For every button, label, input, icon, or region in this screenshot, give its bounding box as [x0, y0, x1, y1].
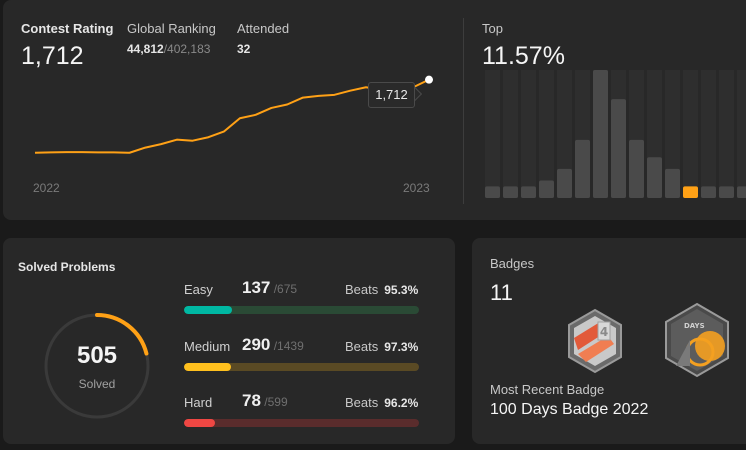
top-bar[interactable]	[629, 139, 644, 198]
rating-chart[interactable]	[3, 0, 746, 220]
global-ranking-value: 44,812/402,183	[127, 42, 211, 56]
medium-count: 290 /1439	[242, 335, 304, 354]
top-bar-bg	[665, 70, 680, 198]
easy-progress-fill	[184, 306, 232, 314]
days-badge-icon[interactable]: DAYS	[662, 302, 732, 378]
medium-beats: Beats 97.3%	[345, 339, 419, 354]
top-bar[interactable]	[575, 139, 590, 198]
easy-progress-bar	[184, 306, 419, 314]
top-bar-bg	[737, 70, 746, 198]
rating-point-current[interactable]	[425, 75, 433, 84]
easy-count: 137 /675	[242, 278, 298, 297]
medium-progress-fill	[184, 363, 232, 371]
top-bar[interactable]	[521, 186, 536, 198]
top-bar-bg	[683, 70, 698, 198]
x-tick-start: 2022	[33, 181, 60, 195]
solved-count-label: Solved	[78, 377, 116, 391]
hard-beats: Beats 96.2%	[345, 395, 419, 410]
top-bar[interactable]	[503, 186, 518, 198]
top-bar[interactable]	[485, 186, 500, 198]
top-bar-bg	[485, 70, 500, 198]
attended-value: 32	[237, 42, 251, 56]
top-bar-bg	[701, 70, 716, 198]
global-ranking-label: Global Ranking	[127, 21, 216, 36]
top-bar[interactable]	[557, 168, 572, 198]
top-bar[interactable]	[539, 180, 554, 198]
top-bar[interactable]	[737, 186, 746, 198]
top-bar-bg	[557, 70, 572, 198]
solved-progress-ring	[44, 313, 150, 419]
annual-badge-icon[interactable]: 4	[566, 308, 624, 374]
top-bar[interactable]	[593, 70, 608, 198]
recent-badge-name[interactable]: 100 Days Badge 2022	[490, 401, 649, 418]
top-bar-current[interactable]	[683, 186, 698, 198]
solved-problems-card: Solved Problems 505 Solved Easy 137 /675 B…	[3, 238, 455, 444]
top-value: 11.57%	[482, 42, 565, 70]
attended-label: Attended	[237, 21, 290, 36]
easy-beats: Beats 95.3%	[345, 282, 419, 297]
contest-rating-value: 1,712	[21, 42, 84, 70]
rating-tooltip: 1,712	[368, 82, 415, 108]
rating-line	[34, 78, 430, 154]
contest-rating-title: Contest Rating	[21, 21, 114, 36]
solved-count: 505	[76, 342, 118, 369]
easy-label: Easy	[184, 282, 213, 297]
top-bar[interactable]	[647, 157, 662, 198]
top-bar[interactable]	[719, 186, 734, 198]
badges-title: Badges	[490, 256, 535, 271]
top-bar-bg	[503, 70, 518, 198]
top-bar-bg	[719, 70, 734, 198]
top-bar-bg	[539, 70, 554, 198]
badges-count: 11	[490, 280, 513, 305]
recent-badge-label: Most Recent Badge	[490, 382, 605, 397]
top-bar[interactable]	[701, 186, 716, 198]
divider	[463, 18, 464, 204]
hard-progress-bar	[184, 419, 419, 427]
hard-count: 78 /599	[242, 391, 288, 410]
top-bar-bg	[521, 70, 536, 198]
svg-text:4: 4	[600, 325, 608, 339]
contest-rating-card: Contest Rating 1,712 Global Ranking 44,8…	[3, 0, 746, 220]
top-bar[interactable]	[665, 168, 680, 198]
top-label: Top	[482, 21, 503, 36]
badges-card: Badges 11 4 DAYS Most Recent Badge 100 D…	[472, 238, 746, 444]
medium-progress-bar	[184, 363, 419, 371]
medium-label: Medium	[184, 339, 231, 354]
svg-text:DAYS: DAYS	[684, 322, 705, 330]
hard-label: Hard	[184, 395, 213, 410]
solved-title: Solved Problems	[18, 260, 116, 274]
x-tick-end: 2023	[403, 181, 430, 195]
hard-progress-fill	[184, 419, 215, 427]
top-bar[interactable]	[611, 99, 626, 198]
